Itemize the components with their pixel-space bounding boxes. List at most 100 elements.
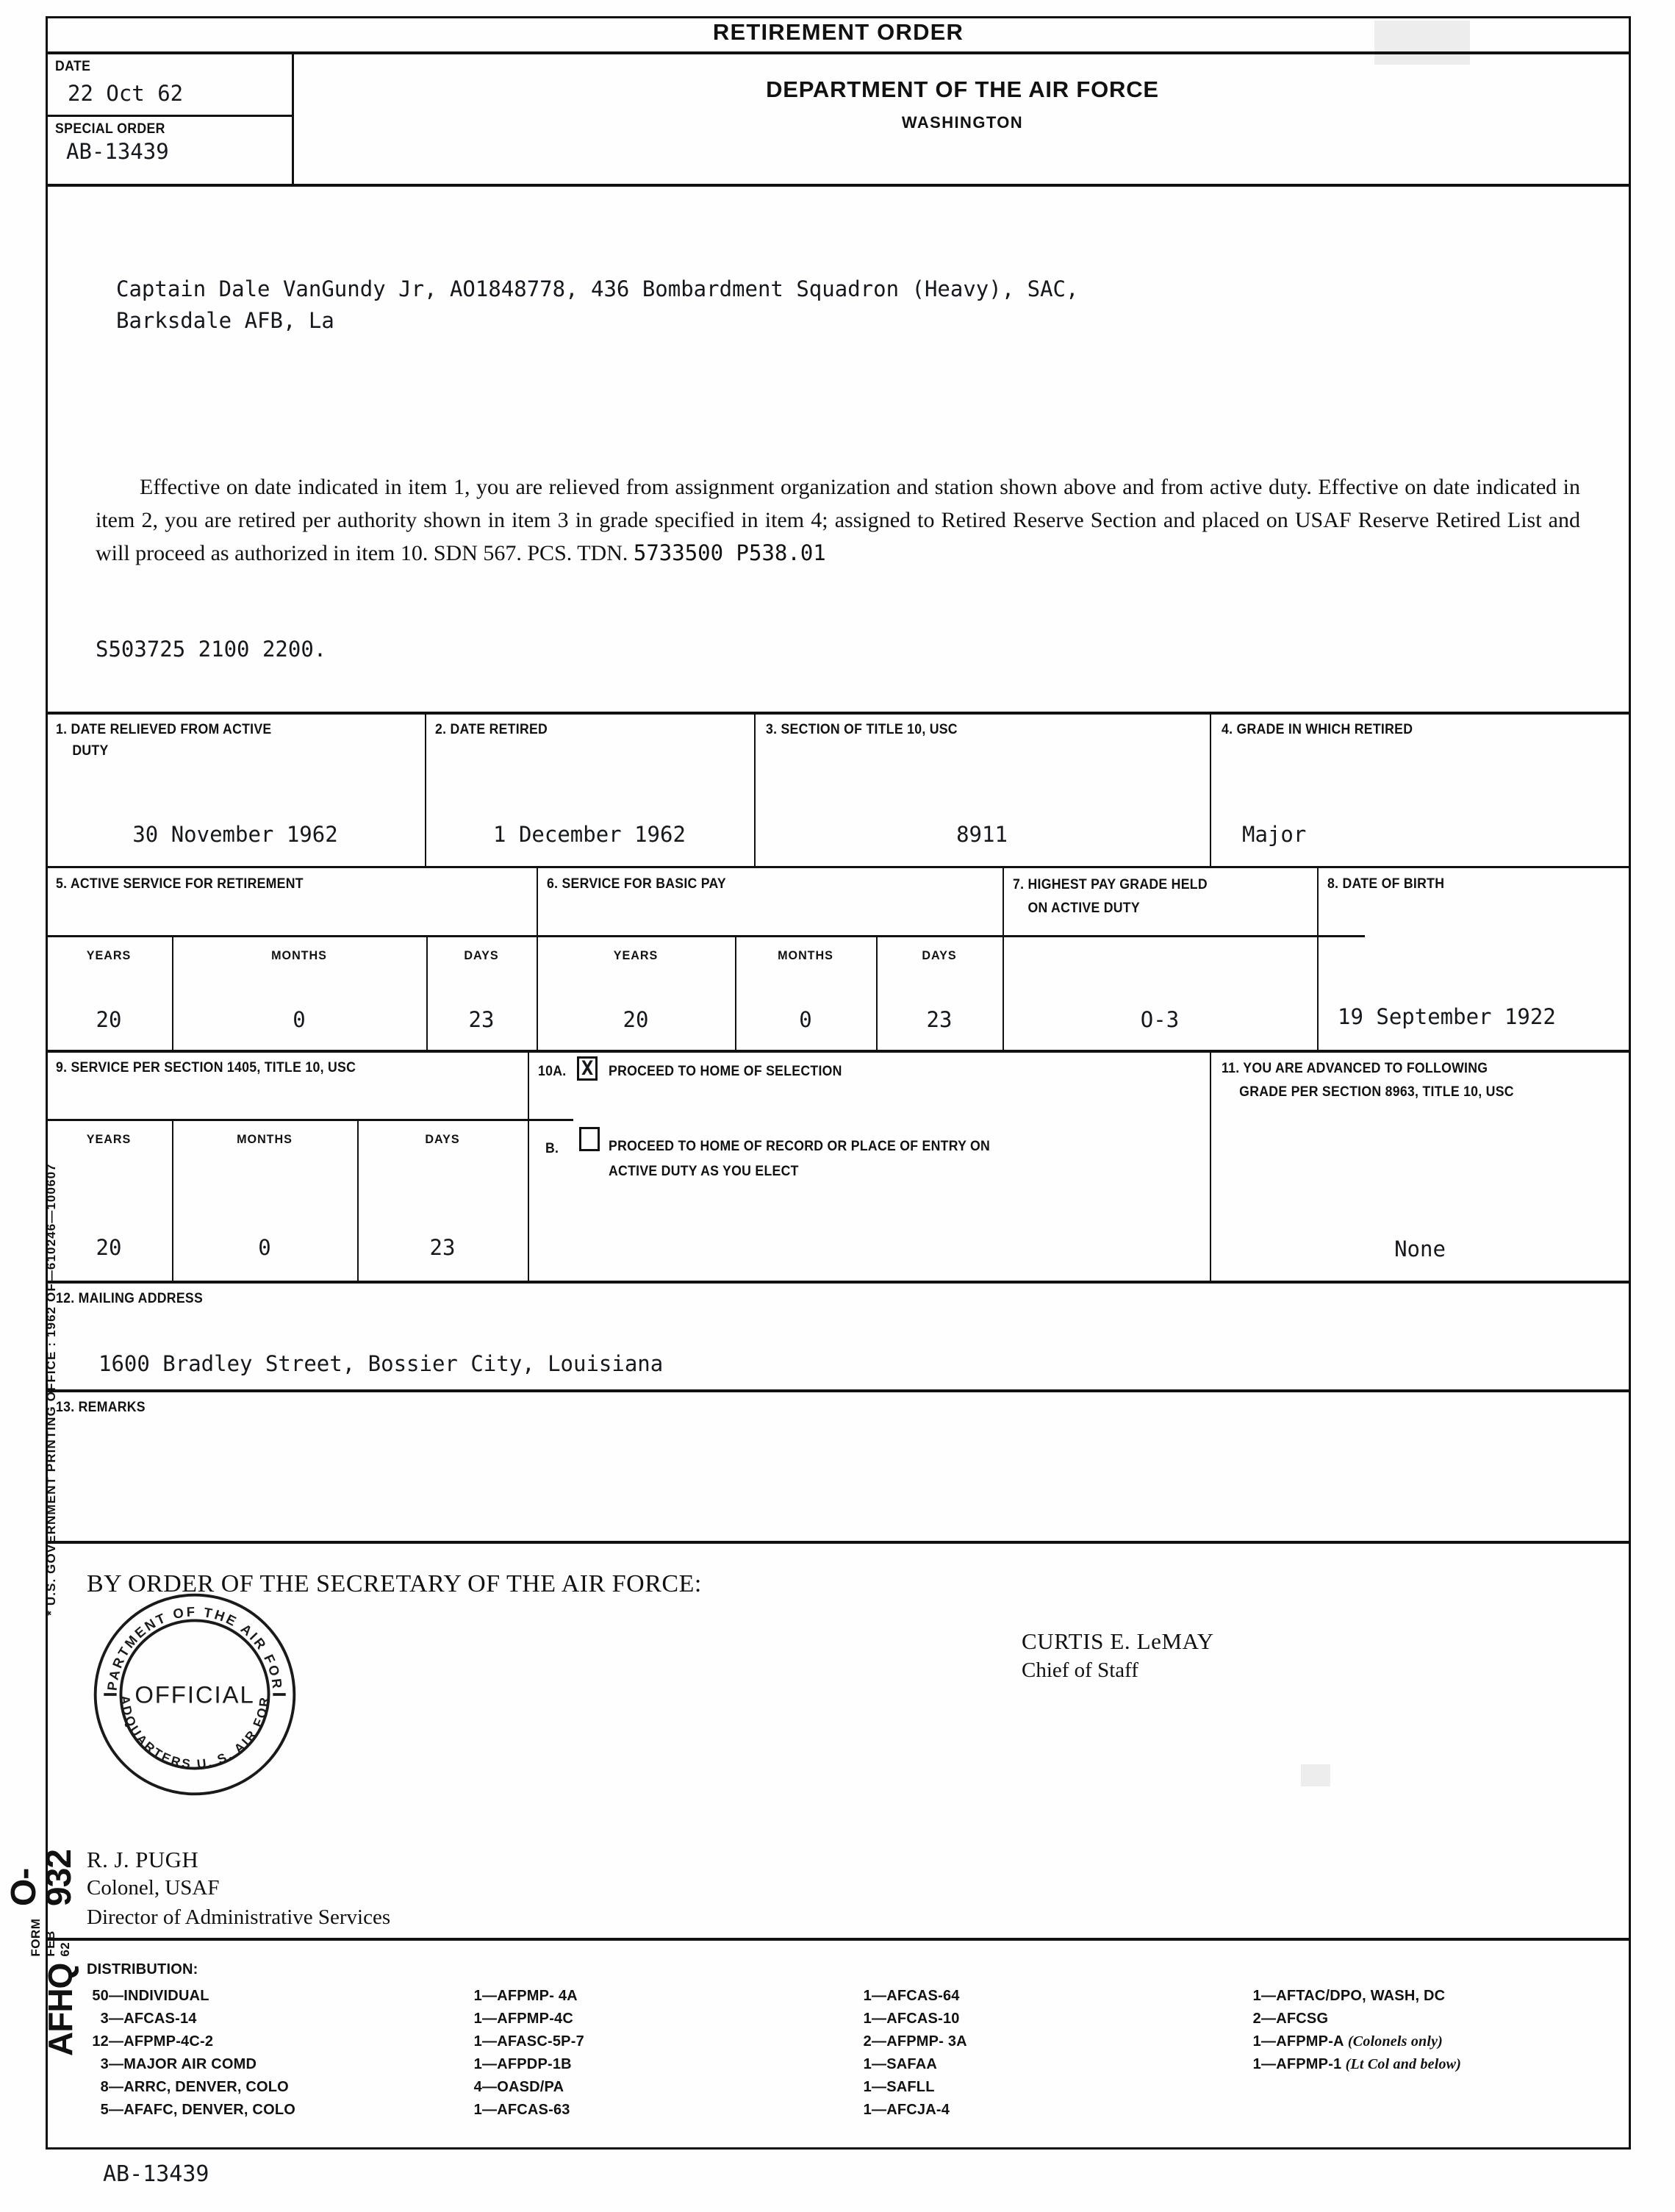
distribution-entry: 1—AFTAC/DPO, WASH, DC bbox=[1249, 1985, 1461, 2008]
grid-rule bbox=[46, 866, 1631, 868]
item3-label: 3. SECTION OF TITLE 10, USC bbox=[766, 722, 958, 737]
item9-label: 9. SERVICE PER SECTION 1405, TITLE 10, U… bbox=[56, 1060, 356, 1075]
attest-title: Director of Administrative Services bbox=[87, 1905, 391, 1929]
distribution-column-3: 1—AFCAS-64 1—AFCAS-10 2—AFPMP- 3A 1—SAFAA 1—… bbox=[860, 1985, 967, 2122]
distribution-count: 3 bbox=[100, 2056, 109, 2072]
grid-rule bbox=[46, 1281, 1631, 1284]
item6-value-months: 0 bbox=[799, 1007, 812, 1032]
item5-value-months: 0 bbox=[293, 1007, 306, 1032]
item1-value: 30 November 1962 bbox=[132, 822, 338, 847]
tdn-value: 5733500 P538.01 bbox=[633, 540, 826, 565]
grid-rule bbox=[1003, 866, 1004, 1050]
addressee-line-2: Barksdale AFB, La bbox=[116, 308, 334, 333]
item9-col-years: YEARS bbox=[86, 1132, 132, 1146]
distribution-entry: 2—AFCSG bbox=[1249, 2008, 1461, 2030]
distribution-destination: —AFTAC/DPO, WASH, DC bbox=[1261, 1988, 1446, 2004]
official-seal-icon: DEPARTMENT OF THE AIR FORCE HEADQUARTERS… bbox=[88, 1588, 296, 1796]
item9-value-months: 0 bbox=[258, 1235, 271, 1260]
item9-col-months: MONTHS bbox=[237, 1132, 293, 1146]
grid-rule bbox=[172, 935, 173, 1050]
department-cell: DEPARTMENT OF THE AIR FORCE WASHINGTON bbox=[294, 54, 1631, 185]
grid-rule bbox=[735, 935, 736, 1050]
item10b-checkbox[interactable] bbox=[579, 1127, 600, 1151]
body-paragraph-text: Effective on date indicated in item 1, y… bbox=[96, 475, 1580, 565]
item10a-prefix: 10A. bbox=[538, 1064, 567, 1079]
item7-label: 7. HIGHEST PAY GRADE HELD ON ACTIVE DUTY bbox=[1013, 877, 1208, 916]
grid-rule bbox=[357, 1119, 359, 1281]
item11-value: None bbox=[1394, 1236, 1446, 1261]
distribution-entry: 1—AFPMP-4C bbox=[470, 2008, 584, 2030]
distribution-destination: —INDIVIDUAL bbox=[109, 1988, 209, 2004]
distribution-destination: —SAFLL bbox=[872, 2079, 935, 2095]
distribution-entry: 1—AFPMP- 4A bbox=[470, 1985, 584, 2008]
date-cell: DATE 22 Oct 62 bbox=[46, 54, 294, 117]
item2-label: 2. DATE RETIRED bbox=[435, 722, 548, 737]
item5-col-months: MONTHS bbox=[271, 948, 327, 962]
distribution-destination: —OASD/PA bbox=[482, 2079, 564, 2095]
distribution-destination: —AFCAS-63 bbox=[482, 2102, 570, 2118]
distribution-count: 1 bbox=[473, 2011, 482, 2027]
distribution-count: 1 bbox=[1252, 1988, 1261, 2004]
item10a-checkbox[interactable]: X bbox=[577, 1056, 598, 1081]
signer-name: CURTIS E. LeMAY bbox=[1022, 1628, 1214, 1654]
distribution-destination: —AFPMP- 3A bbox=[872, 2033, 967, 2050]
grid-rule bbox=[528, 1050, 529, 1281]
distribution-count: 3 bbox=[100, 2011, 109, 2027]
grid-rule bbox=[1317, 866, 1319, 1050]
distribution-destination: —AFCAS-10 bbox=[872, 2011, 960, 2027]
distribution-entry: 1—AFPDP-1B bbox=[470, 2053, 584, 2076]
department-name: DEPARTMENT OF THE AIR FORCE bbox=[766, 76, 1159, 102]
grid-rule bbox=[754, 712, 756, 866]
distribution-entry: 8—ARRC, DENVER, COLO bbox=[87, 2076, 295, 2099]
distribution-destination: —AFCAS-14 bbox=[109, 2011, 197, 2027]
item12-label: 12. MAILING ADDRESS bbox=[56, 1291, 204, 1306]
distribution-entry: 4—OASD/PA bbox=[470, 2076, 584, 2099]
tdn-value-2: S503725 2100 2200. bbox=[96, 637, 327, 662]
item10b-label: PROCEED TO HOME OF RECORD OR PLACE OF EN… bbox=[609, 1139, 991, 1179]
grid-rule bbox=[46, 935, 1365, 937]
distribution-count: 1 bbox=[1252, 2033, 1261, 2050]
distribution-destination: —AFCJA-4 bbox=[872, 2102, 950, 2118]
distribution-column-2: 1—AFPMP- 4A 1—AFPMP-4C 1—AFASC-5P-7 1—AFPDP… bbox=[470, 1985, 584, 2122]
distribution-destination: —AFCAS-64 bbox=[872, 1988, 960, 2004]
distribution-count: 2 bbox=[1252, 2011, 1261, 2027]
distribution-heading: DISTRIBUTION: bbox=[87, 1961, 198, 1977]
form-number: O-932 bbox=[4, 1850, 79, 1907]
item8-label: 8. DATE OF BIRTH bbox=[1327, 876, 1445, 892]
distribution-destination: —MAJOR AIR COMD bbox=[109, 2056, 257, 2072]
paper-smudge bbox=[1374, 21, 1470, 65]
distribution-entry: 2—AFPMP- 3A bbox=[860, 2030, 967, 2053]
by-order-line: BY ORDER OF THE SECRETARY OF THE AIR FOR… bbox=[87, 1570, 702, 1597]
distribution-count: 1 bbox=[473, 2056, 482, 2072]
attest-name: R. J. PUGH bbox=[87, 1847, 199, 1872]
item5-col-days: DAYS bbox=[464, 948, 499, 962]
grid-rule bbox=[537, 866, 538, 1050]
header-rule bbox=[46, 184, 1631, 187]
grid-rule bbox=[46, 1050, 1631, 1053]
distribution-count: 2 bbox=[863, 2033, 872, 2050]
addressee-line-1: Captain Dale VanGundy Jr, AO1848778, 436… bbox=[116, 276, 1079, 301]
distribution-count: 1 bbox=[473, 2102, 482, 2118]
item2-value: 1 December 1962 bbox=[493, 822, 686, 847]
form-identifier: AFHQ FORM FEB 62 O-932 bbox=[4, 1814, 79, 2056]
distribution-entry: 1—AFCAS-10 bbox=[860, 2008, 967, 2030]
distribution-destination: —AFPMP-4C-2 bbox=[109, 2033, 214, 2050]
attest-rank: Colonel, USAF bbox=[87, 1876, 220, 1900]
distribution-count: 1 bbox=[473, 1988, 482, 2004]
distribution-entry: 1—AFPMP-A (Colonels only) bbox=[1249, 2030, 1461, 2053]
item10a-check-mark: X bbox=[581, 1057, 594, 1080]
grid-rule bbox=[876, 935, 878, 1050]
special-order-value: AB-13439 bbox=[66, 139, 169, 164]
item6-col-days: DAYS bbox=[922, 948, 957, 962]
item6-label: 6. SERVICE FOR BASIC PAY bbox=[547, 876, 727, 892]
item5-label: 5. ACTIVE SERVICE FOR RETIREMENT bbox=[56, 876, 304, 892]
distribution-destination: —SAFAA bbox=[872, 2056, 937, 2072]
distribution-count: 8 bbox=[100, 2079, 109, 2095]
distribution-destination: —AFPMP-A bbox=[1261, 2033, 1344, 2050]
distribution-count: 1 bbox=[863, 1988, 872, 2004]
distribution-count: 1 bbox=[473, 2033, 482, 2050]
item8-value: 19 September 1922 bbox=[1338, 1004, 1556, 1029]
item6-col-years: YEARS bbox=[613, 948, 659, 962]
distribution-entry: 3—AFCAS-14 bbox=[87, 2008, 295, 2030]
